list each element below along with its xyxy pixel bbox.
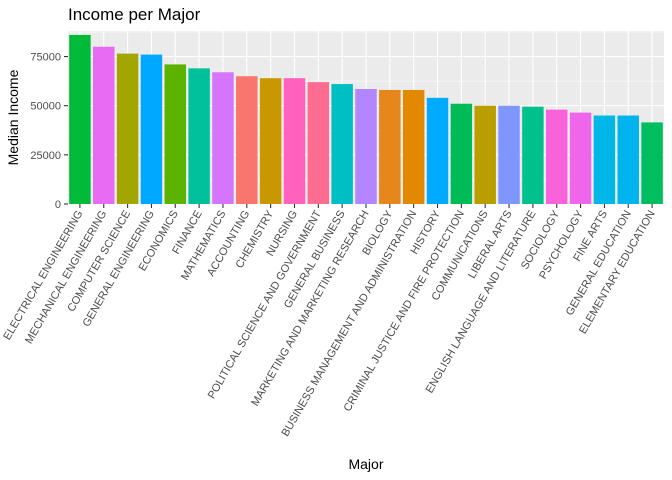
bar xyxy=(331,84,353,204)
bar xyxy=(236,76,258,204)
bar xyxy=(259,78,282,204)
bar xyxy=(522,106,544,204)
bar xyxy=(450,103,473,204)
bar xyxy=(569,112,592,204)
bar xyxy=(116,53,139,204)
bar xyxy=(641,122,663,204)
bar xyxy=(355,88,377,204)
bar xyxy=(93,46,115,205)
bar xyxy=(474,105,496,204)
bar xyxy=(283,78,306,204)
y-tick-label: 75000 xyxy=(30,52,61,64)
chart-title: Income per Major xyxy=(68,5,201,24)
bar xyxy=(307,82,330,204)
bar xyxy=(212,72,234,204)
bar xyxy=(164,64,187,204)
bar xyxy=(545,109,568,204)
y-axis: 0 25000 50000 75000 xyxy=(30,52,68,211)
x-axis-title: Major xyxy=(348,456,383,472)
bar xyxy=(188,68,210,205)
bar xyxy=(379,89,401,204)
bar xyxy=(140,54,163,204)
bar xyxy=(617,115,639,204)
y-tick-label: 0 xyxy=(55,199,61,211)
y-tick-label: 50000 xyxy=(30,101,61,113)
bar xyxy=(498,105,520,204)
bar xyxy=(402,89,425,204)
y-axis-title: Median Income xyxy=(5,69,21,165)
bar xyxy=(593,115,616,204)
bar xyxy=(69,34,91,204)
bar xyxy=(426,97,449,204)
bars xyxy=(69,34,663,205)
y-tick-label: 25000 xyxy=(30,150,61,162)
